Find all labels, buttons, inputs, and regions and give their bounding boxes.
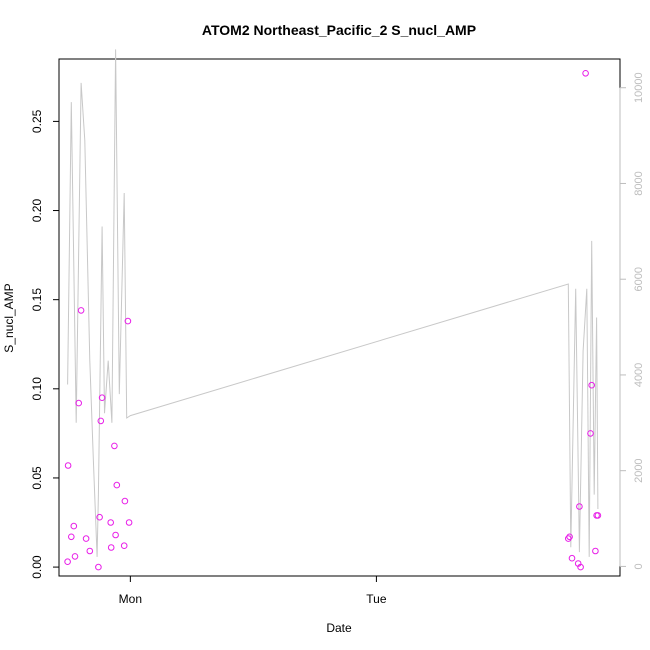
secondary-line-series bbox=[67, 49, 599, 557]
data-point-10 bbox=[96, 513, 103, 521]
data-point-17 bbox=[113, 481, 121, 489]
x-axis: Mon Tue bbox=[119, 575, 387, 606]
y2-axis: 0 2000 4000 6000 8000 10000 bbox=[619, 72, 645, 569]
y2-tick-label: 2000 bbox=[633, 458, 645, 482]
data-point-2 bbox=[68, 533, 75, 541]
plot-area bbox=[58, 58, 621, 577]
data-point-0 bbox=[64, 558, 71, 566]
data-point-33 bbox=[594, 512, 602, 519]
data-point-1 bbox=[64, 462, 72, 469]
points-layer bbox=[64, 70, 602, 571]
data-point-14 bbox=[107, 544, 115, 551]
data-point-16 bbox=[112, 531, 119, 539]
x-tick-label: Tue bbox=[366, 592, 387, 606]
y-tick-label: 0.10 bbox=[30, 377, 44, 401]
data-point-6 bbox=[77, 307, 85, 314]
data-point-3 bbox=[70, 522, 78, 530]
data-point-26 bbox=[576, 503, 583, 510]
y-axis-label: S_nucl_AMP bbox=[2, 283, 16, 352]
data-point-4 bbox=[71, 553, 79, 560]
x-axis-label: Date bbox=[326, 621, 352, 635]
y-tick-label: 0.00 bbox=[30, 555, 44, 579]
y2-tick-label: 4000 bbox=[633, 363, 645, 387]
data-point-15 bbox=[111, 442, 118, 450]
data-point-28 bbox=[582, 70, 589, 77]
data-point-23 bbox=[566, 533, 573, 541]
y-tick-label: 0.25 bbox=[30, 109, 44, 133]
data-point-21 bbox=[125, 519, 133, 526]
data-point-5 bbox=[75, 399, 82, 407]
data-point-24 bbox=[568, 554, 576, 562]
y-tick-label: 0.05 bbox=[30, 466, 44, 490]
data-point-31 bbox=[592, 547, 599, 555]
data-point-29 bbox=[587, 430, 594, 437]
data-point-30 bbox=[588, 381, 596, 389]
data-point-13 bbox=[107, 519, 114, 526]
y2-tick-label: 0 bbox=[633, 563, 645, 569]
data-point-22 bbox=[565, 535, 572, 542]
data-point-20 bbox=[124, 317, 132, 325]
y2-tick-label: 10000 bbox=[633, 72, 645, 103]
data-point-8 bbox=[86, 547, 94, 555]
y-tick-label: 0.15 bbox=[30, 288, 44, 312]
data-point-27 bbox=[577, 563, 584, 571]
data-point-18 bbox=[120, 542, 128, 550]
data-point-19 bbox=[121, 497, 129, 505]
y2-tick-label: 8000 bbox=[633, 171, 645, 195]
y2-tick-label: 6000 bbox=[633, 267, 645, 291]
data-point-12 bbox=[98, 394, 106, 402]
y-axis: 0.00 0.05 0.10 0.15 0.20 0.25 bbox=[30, 109, 60, 579]
data-point-7 bbox=[82, 535, 90, 542]
series-line bbox=[67, 49, 599, 557]
data-point-9 bbox=[95, 563, 102, 571]
data-point-11 bbox=[97, 417, 105, 425]
chart-title: ATOM2 Northeast_Pacific_2 S_nucl_AMP bbox=[202, 22, 476, 38]
y-tick-label: 0.20 bbox=[30, 199, 44, 223]
x-tick-label: Mon bbox=[119, 592, 142, 606]
